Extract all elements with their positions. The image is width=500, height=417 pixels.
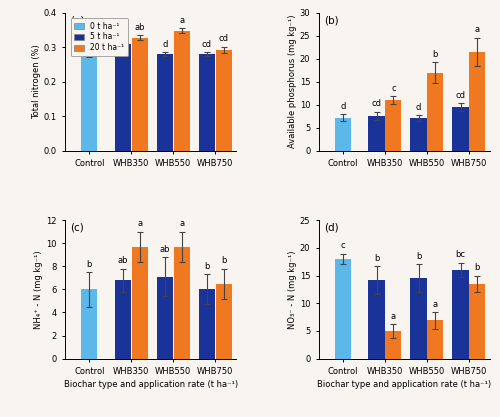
Text: cd: cd [372, 99, 382, 108]
Text: cd: cd [202, 40, 212, 48]
Bar [199, 289, 215, 359]
Bar [132, 38, 148, 151]
Text: a: a [433, 300, 438, 309]
Y-axis label: Available phosphorus (mg kg⁻¹): Available phosphorus (mg kg⁻¹) [288, 15, 297, 148]
Text: cd: cd [456, 91, 466, 100]
X-axis label: Biochar type and application rate (t ha⁻¹): Biochar type and application rate (t ha⁻… [64, 380, 238, 389]
Bar [368, 116, 384, 151]
Text: bc: bc [456, 250, 466, 259]
Bar [132, 247, 148, 359]
Text: a: a [137, 219, 142, 228]
Text: b: b [221, 256, 226, 265]
Bar [174, 30, 190, 151]
Bar [81, 289, 98, 359]
Text: a: a [179, 16, 184, 25]
Text: d: d [340, 102, 345, 111]
Text: b: b [374, 254, 379, 263]
Bar [428, 73, 444, 151]
Bar [470, 284, 486, 359]
Text: (c): (c) [70, 223, 84, 233]
Bar [452, 107, 468, 151]
Bar [199, 54, 215, 151]
Text: a: a [475, 25, 480, 35]
Text: d: d [162, 40, 168, 49]
Bar [216, 284, 232, 359]
Bar [410, 278, 426, 359]
Text: (d): (d) [324, 223, 338, 233]
Bar [410, 118, 426, 151]
Y-axis label: Total nitrogen (%): Total nitrogen (%) [32, 44, 40, 119]
Bar [428, 320, 444, 359]
Bar [157, 54, 173, 151]
Bar [385, 331, 402, 359]
Text: ab: ab [118, 256, 128, 265]
Bar [335, 118, 351, 151]
Bar [452, 270, 468, 359]
Y-axis label: NH₄⁺ - N (mg kg⁻¹): NH₄⁺ - N (mg kg⁻¹) [34, 250, 43, 329]
Bar [368, 280, 384, 359]
Bar [385, 100, 402, 151]
X-axis label: Biochar type and application rate (t ha⁻¹): Biochar type and application rate (t ha⁻… [318, 380, 492, 389]
Bar [115, 44, 131, 151]
Text: c: c [391, 84, 396, 93]
Text: ab: ab [160, 245, 170, 254]
Text: bc: bc [118, 28, 128, 38]
Text: b: b [474, 263, 480, 272]
Text: (a): (a) [70, 15, 84, 25]
Text: cd: cd [219, 34, 229, 43]
Bar [157, 277, 173, 359]
Bar [115, 280, 131, 359]
Text: a: a [391, 312, 396, 321]
Text: d: d [416, 103, 421, 112]
Legend: 0 t ha⁻¹, 5 t ha⁻¹, 20 t ha⁻¹: 0 t ha⁻¹, 5 t ha⁻¹, 20 t ha⁻¹ [70, 18, 128, 56]
Bar [335, 259, 351, 359]
Text: b: b [432, 50, 438, 59]
Text: b: b [204, 262, 210, 271]
Text: a: a [179, 219, 184, 228]
Bar [470, 52, 486, 151]
Bar [81, 54, 98, 151]
Y-axis label: NO₃⁻ - N (mg kg⁻¹): NO₃⁻ - N (mg kg⁻¹) [288, 250, 297, 329]
Text: (b): (b) [324, 15, 338, 25]
Bar [216, 50, 232, 151]
Text: ab: ab [134, 23, 145, 32]
Text: b: b [416, 252, 421, 261]
Text: b: b [86, 260, 92, 269]
Text: cd: cd [84, 39, 94, 48]
Text: c: c [340, 241, 345, 251]
Bar [174, 247, 190, 359]
